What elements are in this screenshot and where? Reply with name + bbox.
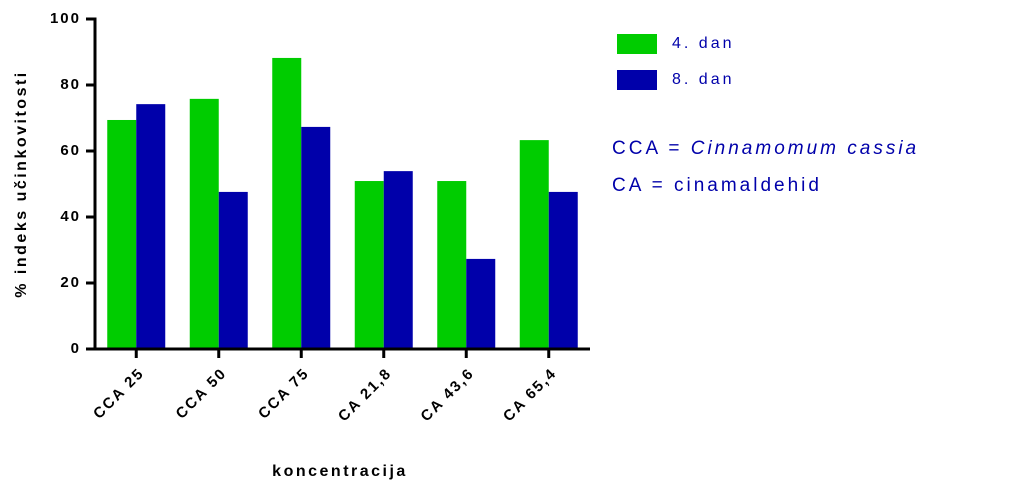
legend-label: 8. dan — [672, 71, 734, 88]
y-tick-label: 80 — [60, 76, 81, 93]
note-text: CCA = — [612, 138, 691, 159]
note: CA = cinamaldehid — [612, 175, 822, 196]
x-tick-label: CCA 50 — [173, 365, 231, 423]
bar — [136, 104, 166, 349]
x-tick-label: CCA 75 — [255, 365, 313, 423]
y-axis-label: % indeks učinkovitosti — [13, 70, 30, 297]
y-tick-label: 60 — [60, 142, 81, 159]
bar — [218, 191, 248, 349]
legend-swatch — [617, 70, 657, 90]
x-tick-label: CA 43,6 — [417, 365, 477, 425]
x-tick-label: CCA 25 — [90, 365, 148, 423]
y-tick-label: 20 — [60, 274, 81, 291]
y-tick-label: 40 — [60, 208, 81, 225]
y-tick-label: 100 — [50, 10, 81, 27]
x-tick-label: CA 65,4 — [500, 365, 560, 425]
bar — [189, 98, 219, 349]
x-axis-label: koncentracija — [272, 463, 408, 480]
bar — [383, 171, 413, 349]
bar — [548, 191, 578, 349]
legend-swatch — [617, 34, 657, 54]
note: CCA = Cinnamomum cassia — [612, 138, 919, 159]
legend-label: 4. dan — [672, 35, 734, 52]
bar — [272, 57, 302, 349]
bar — [466, 258, 496, 349]
note-italic: Cinnamomum cassia — [691, 138, 919, 159]
bar — [107, 119, 137, 349]
bar — [301, 126, 331, 349]
bar — [519, 140, 549, 349]
bar — [354, 181, 384, 349]
bar — [437, 181, 467, 349]
y-tick-label: 0 — [71, 340, 81, 357]
x-tick-label: CA 21,8 — [335, 365, 395, 425]
